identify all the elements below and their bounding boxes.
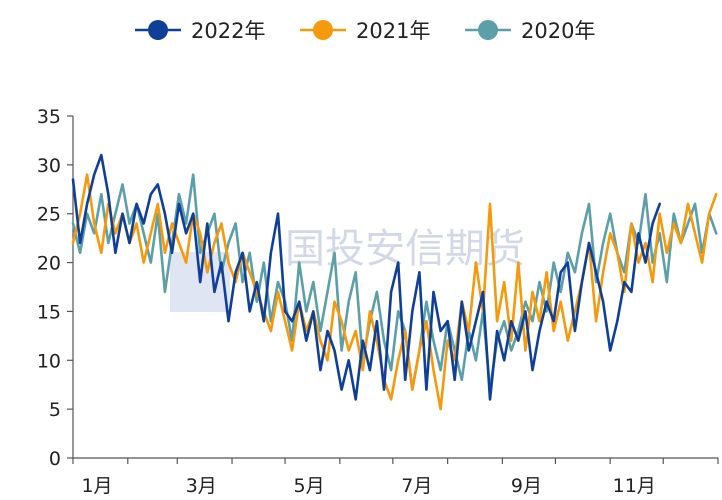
y-tick-label: 35 — [37, 106, 61, 128]
y-tick-label: 25 — [37, 204, 61, 226]
series-layer — [71, 153, 718, 411]
y-tick-label: 20 — [37, 253, 61, 275]
y-tick-label: 5 — [49, 399, 61, 421]
x-tick-label: 7月 — [401, 475, 432, 497]
x-tick-label: 11月 — [613, 475, 656, 497]
x-tick-label: 3月 — [186, 475, 217, 497]
legend-item: 2020年 — [465, 19, 595, 43]
y-tick-label: 15 — [37, 301, 61, 323]
legend-item: 2021年 — [300, 19, 430, 43]
legend-label: 2022年 — [191, 19, 265, 43]
legend: 2022年 2021年 2020年 — [135, 19, 595, 43]
series-line-2022年 — [71, 153, 662, 401]
legend-item: 2022年 — [135, 19, 265, 43]
series-line-2020年 — [71, 173, 718, 391]
legend-marker — [478, 20, 498, 40]
legend-marker — [313, 20, 333, 40]
y-tick-label: 10 — [37, 350, 61, 372]
x-tick-label: 9月 — [511, 475, 542, 497]
legend-marker — [148, 20, 168, 40]
axes: 0 5 10 15 20 25 30 35 1月 3月 5月 7月 9月 11月 — [37, 106, 719, 497]
legend-label: 2020年 — [521, 19, 595, 43]
series-line-2021年 — [71, 173, 718, 411]
legend-label: 2021年 — [356, 19, 430, 43]
y-tick-label: 30 — [37, 155, 61, 177]
x-tick-label: 5月 — [294, 475, 325, 497]
x-tick-label: 1月 — [81, 475, 112, 497]
y-tick-label: 0 — [49, 448, 61, 470]
